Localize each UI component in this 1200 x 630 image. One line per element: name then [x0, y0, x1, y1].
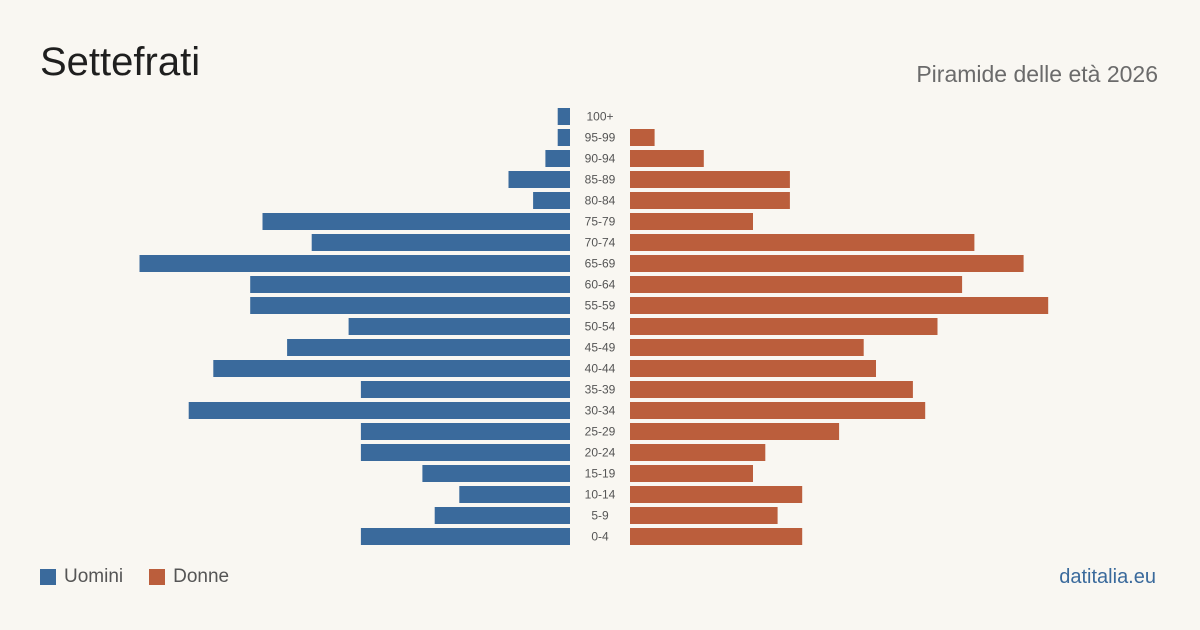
age-label-80-84: 80-84: [585, 194, 616, 208]
age-label-0-4: 0-4: [591, 530, 609, 544]
bar-female-65-69: [630, 255, 1024, 272]
age-label-85-89: 85-89: [585, 173, 616, 187]
bar-female-10-14: [630, 486, 803, 503]
age-label-35-39: 35-39: [585, 383, 616, 397]
legend-item-male: Uomini: [40, 566, 123, 588]
bar-male-60-64: [250, 276, 570, 293]
bar-male-35-39: [360, 381, 570, 398]
bar-male-90-94: [545, 150, 570, 167]
bar-male-95-99: [557, 129, 570, 146]
bar-female-85-89: [630, 171, 790, 188]
bar-male-45-49: [287, 339, 570, 356]
bar-male-20-24: [360, 444, 570, 461]
bar-male-0-4: [360, 528, 570, 545]
age-label-15-19: 15-19: [585, 467, 616, 481]
bar-female-0-4: [630, 528, 803, 545]
legend-swatch-female: [149, 569, 166, 585]
bar-female-90-94: [630, 150, 704, 167]
bar-female-95-99: [630, 129, 655, 146]
bar-male-5-9: [434, 507, 570, 524]
bar-female-70-74: [630, 234, 975, 251]
bar-male-10-14: [459, 486, 570, 503]
chart-subtitle: Piramide delle età 2026: [916, 61, 1158, 87]
bar-female-15-19: [630, 465, 753, 482]
bar-female-75-79: [630, 213, 753, 230]
age-label-40-44: 40-44: [585, 362, 616, 376]
bar-female-35-39: [630, 381, 913, 398]
age-label-70-74: 70-74: [585, 236, 616, 250]
bar-male-85-89: [508, 171, 570, 188]
bar-female-30-34: [630, 402, 926, 419]
brand-link[interactable]: datitalia.eu: [1059, 566, 1156, 588]
age-label-20-24: 20-24: [585, 446, 616, 460]
bar-male-25-29: [360, 423, 570, 440]
age-label-10-14: 10-14: [585, 488, 616, 502]
age-label-25-29: 25-29: [585, 425, 616, 439]
age-label-50-54: 50-54: [585, 320, 616, 334]
bar-female-50-54: [630, 318, 938, 335]
age-label-30-34: 30-34: [585, 404, 616, 418]
bar-female-60-64: [630, 276, 963, 293]
legend-label-female: Donne: [173, 566, 230, 587]
bar-female-40-44: [630, 360, 876, 377]
bar-male-30-34: [188, 402, 570, 419]
bar-female-25-29: [630, 423, 840, 440]
age-label-65-69: 65-69: [585, 257, 616, 271]
bar-male-75-79: [262, 213, 570, 230]
bar-male-55-59: [250, 297, 570, 314]
age-label-60-64: 60-64: [585, 278, 616, 292]
bar-male-40-44: [213, 360, 571, 377]
age-label-100+: 100+: [586, 110, 613, 124]
age-label-75-79: 75-79: [585, 215, 616, 229]
legend: Uomini Donne: [40, 566, 255, 588]
bar-male-65-69: [139, 255, 570, 272]
bar-male-100+: [557, 108, 570, 125]
age-label-90-94: 90-94: [585, 152, 616, 166]
bar-female-20-24: [630, 444, 766, 461]
bar-female-55-59: [630, 297, 1049, 314]
bar-male-70-74: [311, 234, 570, 251]
bar-female-45-49: [630, 339, 864, 356]
bar-male-15-19: [422, 465, 570, 482]
bar-male-80-84: [533, 192, 570, 209]
age-label-5-9: 5-9: [591, 509, 609, 523]
age-label-55-59: 55-59: [585, 299, 616, 313]
bar-female-5-9: [630, 507, 778, 524]
age-label-95-99: 95-99: [585, 131, 616, 145]
age-label-45-49: 45-49: [585, 341, 616, 355]
legend-label-male: Uomini: [64, 566, 124, 587]
legend-item-female: Donne: [149, 566, 229, 588]
chart-title: Settefrati: [40, 40, 201, 84]
bar-male-50-54: [348, 318, 570, 335]
bar-female-80-84: [630, 192, 790, 209]
legend-swatch-male: [40, 569, 56, 585]
